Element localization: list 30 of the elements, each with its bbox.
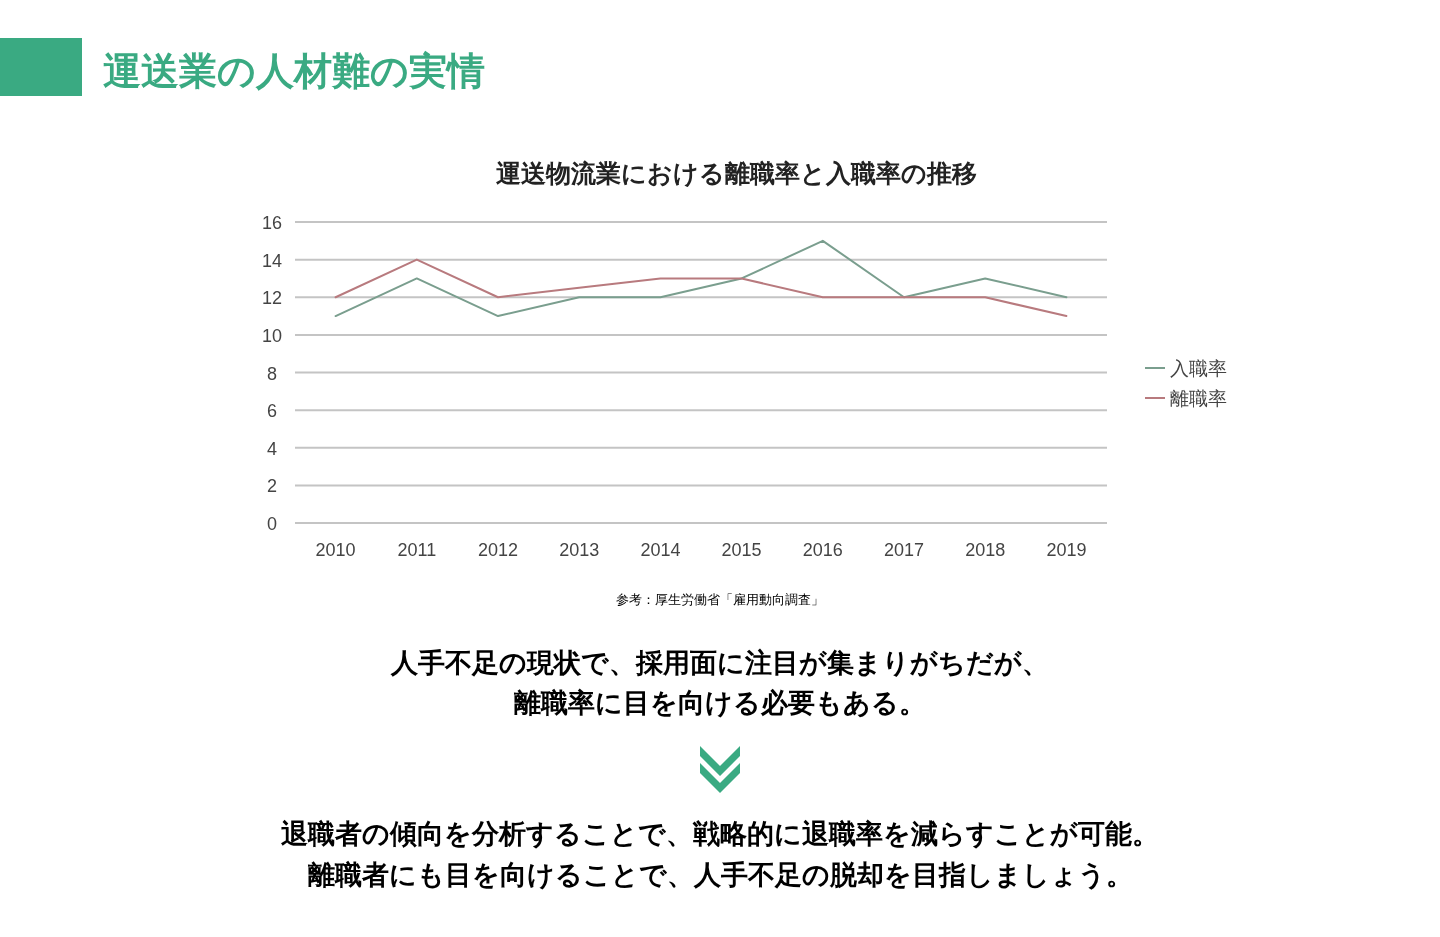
y-tick-label: 12: [261, 288, 283, 309]
line-series: [334, 258, 1068, 318]
chart-title: 運送物流業における離職率と入職率の推移: [495, 159, 977, 188]
y-tick-label: 4: [266, 438, 278, 459]
y-tick-label: 14: [261, 250, 283, 271]
x-tick-label: 2014: [640, 540, 681, 560]
y-tick-label: 6: [266, 401, 278, 422]
text: 参考：厚生労働省「雇用動向調査」: [616, 592, 824, 607]
y-tick-label: 10: [261, 325, 283, 346]
legend-label: 離職率: [1170, 388, 1227, 409]
x-tick-label: 2012: [477, 540, 519, 560]
x-tick-label: 2016: [802, 540, 843, 560]
text: 人手不足の現状で、採用面に注目が集まりがちだが、: [390, 648, 1049, 678]
x-tick-label: 2018: [965, 540, 1006, 560]
x-tick-label: 2010: [315, 540, 356, 560]
text: 離職率に目を向ける必要もある。: [513, 688, 926, 718]
legend-label: 入職率: [1170, 358, 1227, 379]
y-tick-label: 0: [266, 514, 278, 534]
text: 運送業の人材難の実情: [103, 50, 485, 92]
text: 退職者の傾向を分析することで、戦略的に退職率を減らすことが可能。: [281, 819, 1159, 849]
x-tick-label: 2019: [1046, 540, 1087, 560]
x-tick-label: 2013: [559, 540, 600, 560]
x-tick-label: 2011: [397, 540, 437, 560]
y-tick-label: 8: [266, 363, 278, 384]
x-tick-label: 2015: [721, 540, 762, 560]
y-tick-label: 16: [261, 213, 283, 233]
text: 離職者にも目を向けることで、人手不足の脱却を目指しましょう。: [306, 860, 1133, 890]
x-tick-label: 2017: [883, 540, 925, 560]
line-series: [334, 239, 1068, 318]
y-tick-label: 2: [266, 476, 278, 497]
